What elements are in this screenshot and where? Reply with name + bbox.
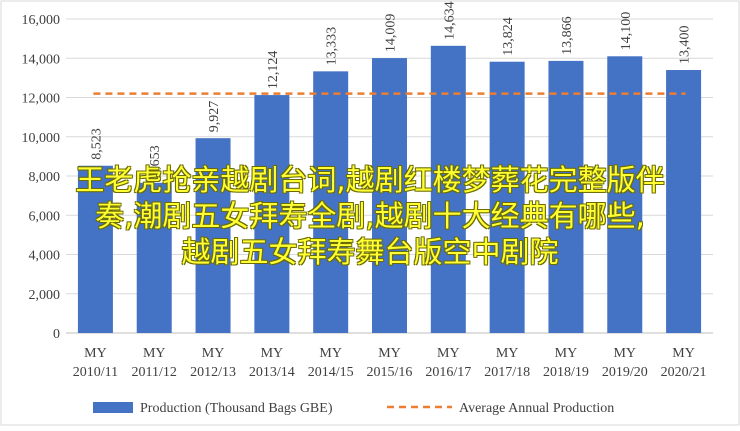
bar <box>666 70 702 334</box>
x-tick-label: 2012/13 <box>190 365 236 380</box>
legend-label-average: Average Annual Production <box>459 401 614 416</box>
bar <box>489 61 525 333</box>
x-tick-label: MY <box>437 346 460 361</box>
data-label: 14,100 <box>619 12 634 51</box>
x-tick-label: 2013/14 <box>249 365 295 380</box>
y-tick-label: 10,000 <box>22 131 61 146</box>
x-tick-label: MY <box>319 346 342 361</box>
x-tick-label: 2010/11 <box>73 365 118 380</box>
bar <box>372 58 407 334</box>
bar <box>607 56 643 333</box>
data-label: 13,400 <box>678 26 693 65</box>
x-tick-label: 2017/18 <box>484 365 530 380</box>
data-label: 9,927 <box>207 101 222 133</box>
x-tick-label: MY <box>261 346 284 361</box>
y-tick-label: 4,000 <box>29 249 61 264</box>
legend-label-production: Production (Thousand Bags GBE) <box>140 401 333 416</box>
bar <box>548 60 584 333</box>
x-tick-label: MY <box>202 346 225 361</box>
y-tick-label: 12,000 <box>22 92 61 107</box>
data-label: 8,523 <box>89 128 104 160</box>
x-tick-label: 2018/19 <box>543 365 589 380</box>
y-tick-label: 6,000 <box>29 209 61 224</box>
x-tick-label: 2011/12 <box>132 365 177 380</box>
x-tick-label: 2015/16 <box>367 365 413 380</box>
bar <box>313 71 349 333</box>
x-tick-label: 2014/15 <box>308 365 354 380</box>
legend-swatch-production <box>93 402 133 413</box>
bar <box>254 95 290 333</box>
y-tick-label: 14,000 <box>22 52 61 67</box>
data-label: 13,333 <box>325 27 340 66</box>
x-tick-label: MY <box>672 346 695 361</box>
data-label: 7,653 <box>148 145 163 177</box>
data-label: 14,634 <box>442 1 457 40</box>
x-tick-label: 2020/21 <box>661 365 707 380</box>
y-tick-label: 8,000 <box>29 170 61 185</box>
bar <box>136 182 172 333</box>
y-tick-label: 0 <box>53 327 60 342</box>
y-tick-label: 2,000 <box>29 288 61 303</box>
data-label: 14,009 <box>384 14 399 53</box>
x-tick-label: MY <box>378 346 401 361</box>
x-tick-label: MY <box>555 346 578 361</box>
bar <box>430 45 466 334</box>
data-label: 13,824 <box>501 17 516 56</box>
x-tick-label: MY <box>613 346 636 361</box>
x-tick-label: 2019/20 <box>602 365 648 380</box>
data-label: 13,866 <box>560 16 575 55</box>
x-tick-label: MY <box>496 346 519 361</box>
y-tick-label: 16,000 <box>22 13 61 28</box>
x-tick-label: 2016/17 <box>425 365 471 380</box>
x-tick-label: MY <box>84 346 107 361</box>
bar <box>195 138 231 333</box>
x-tick-label: MY <box>143 346 166 361</box>
bar <box>77 165 113 333</box>
data-label: 12,124 <box>266 51 281 90</box>
